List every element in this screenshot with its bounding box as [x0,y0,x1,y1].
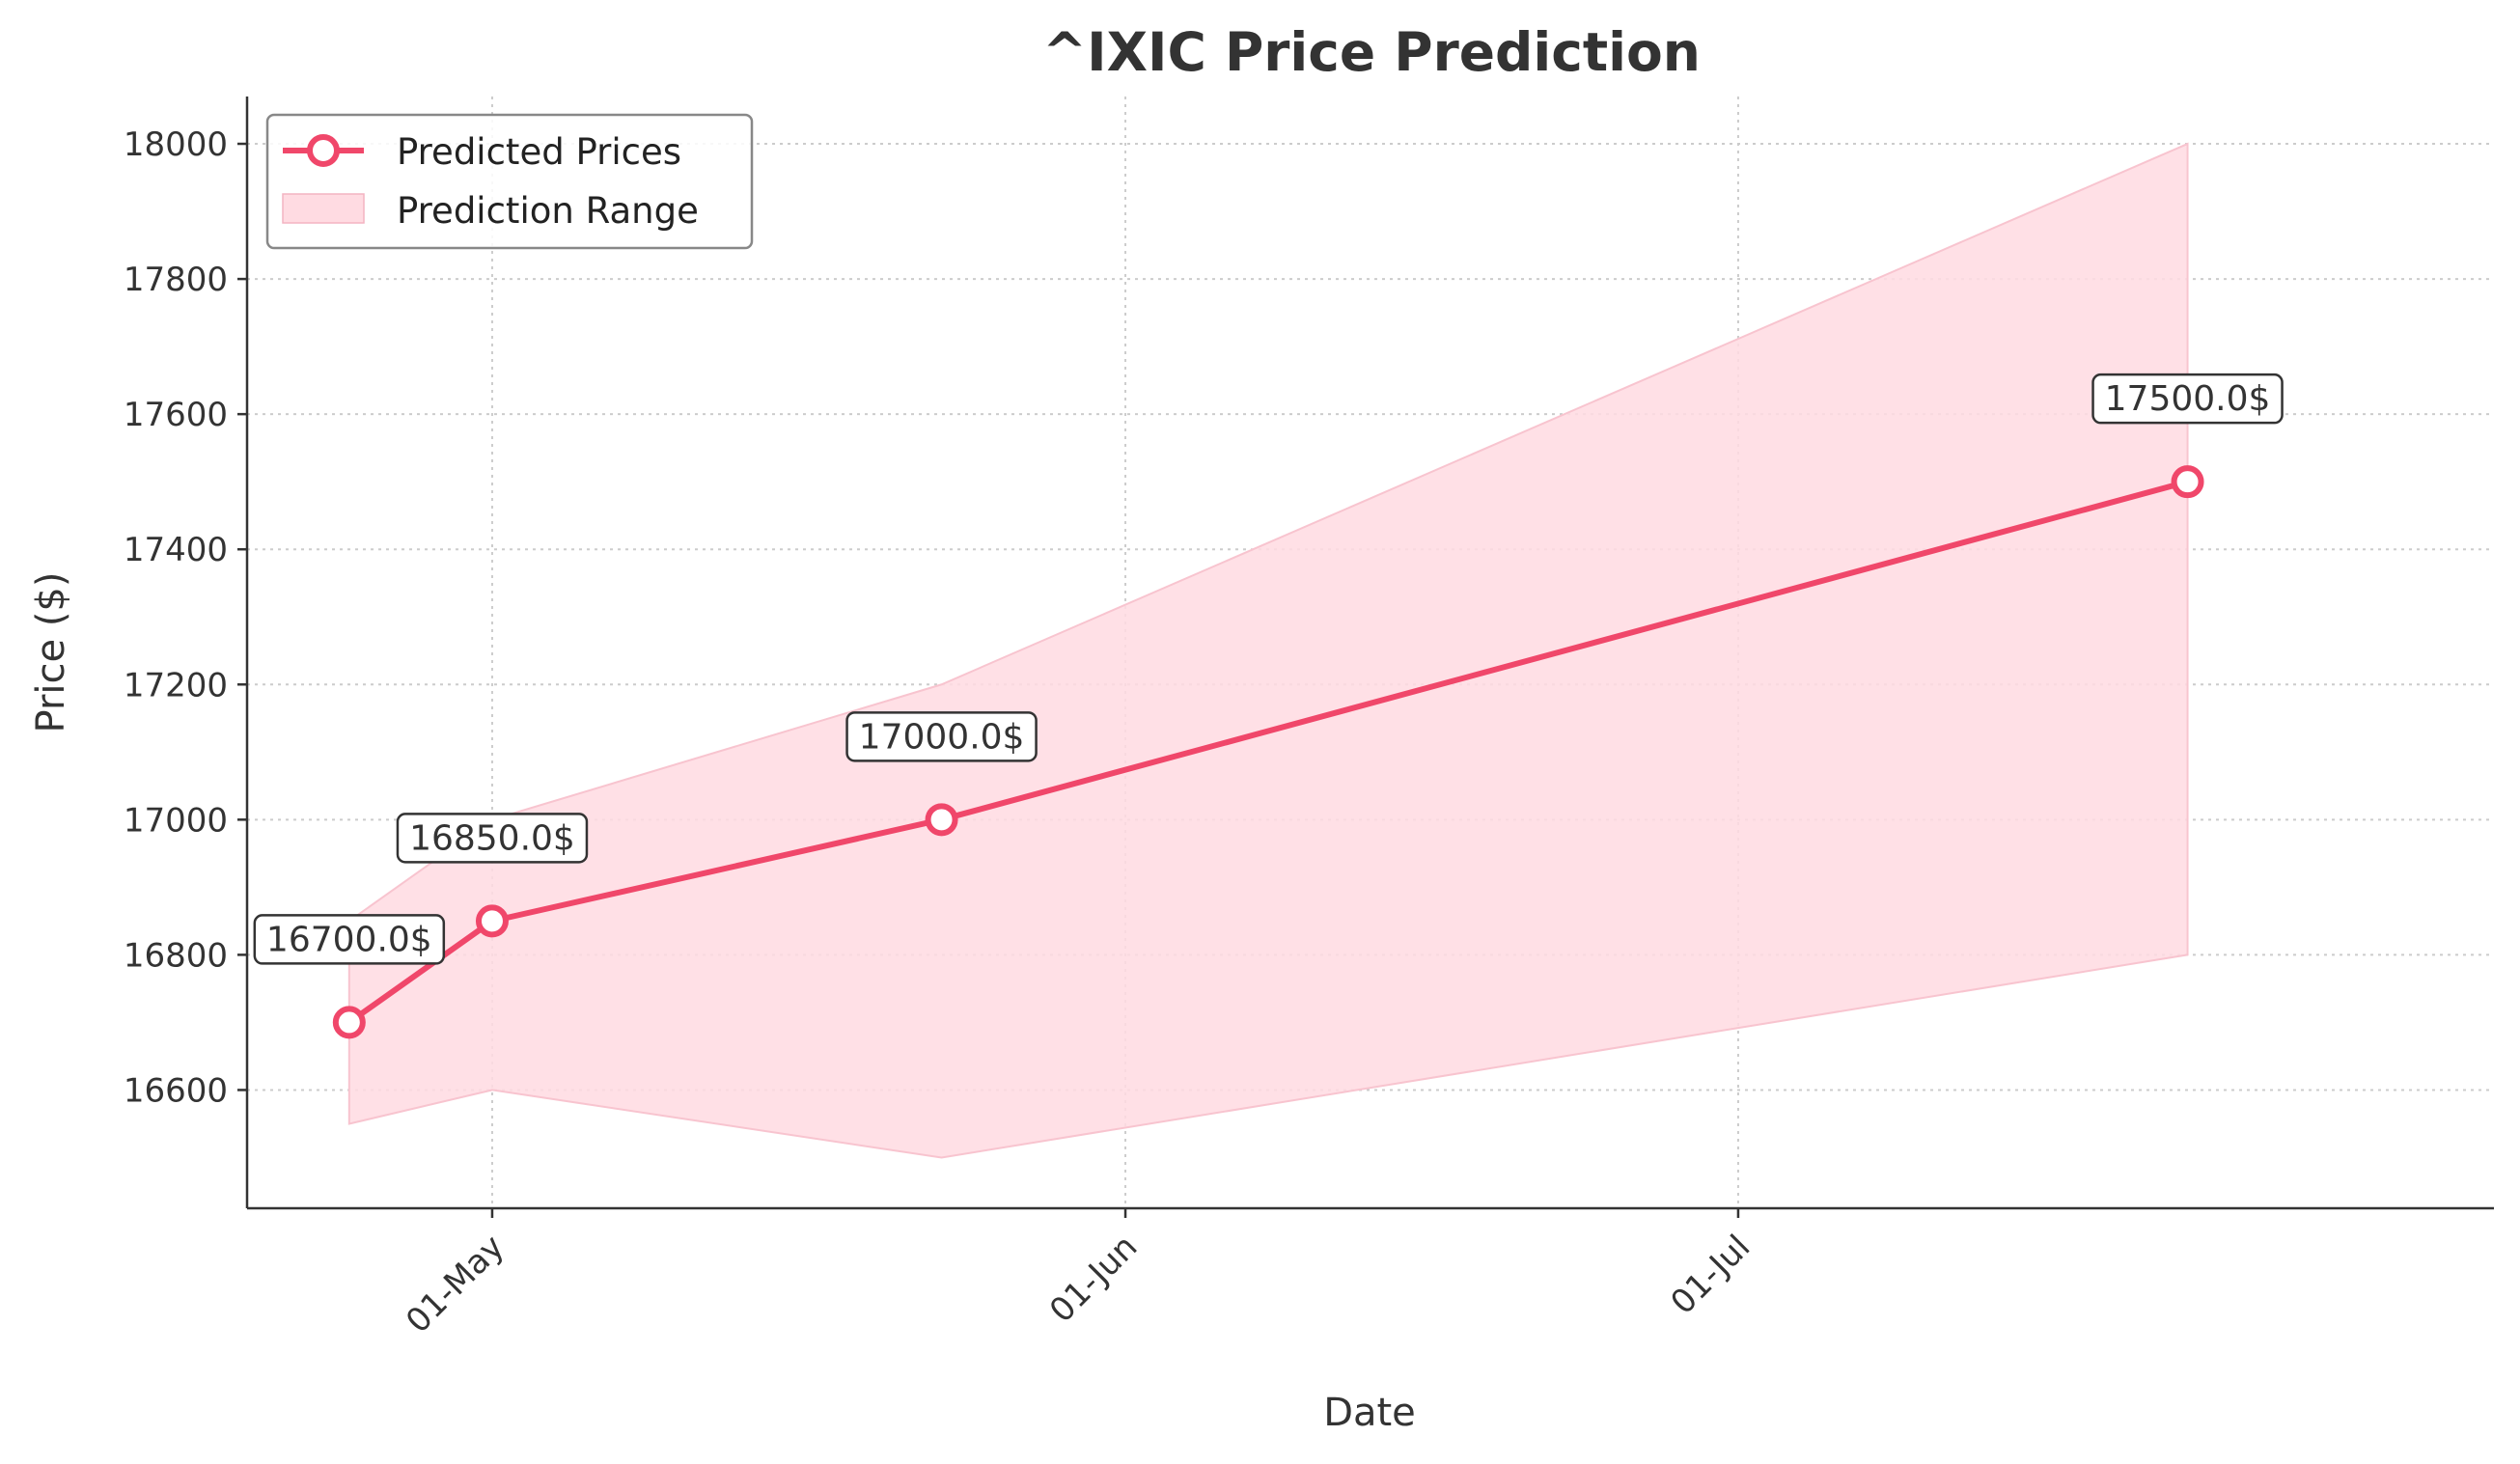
y-tick-label: 17600 [124,396,228,434]
data-label: 16850.0$ [396,813,589,864]
data-label: 16700.0$ [253,914,446,965]
legend-box [265,113,754,250]
data-label-box [253,914,446,965]
legend-range-swatch [282,193,365,224]
data-label-text: 17500.0$ [2105,379,2271,419]
y-tick-label: 17000 [124,801,228,840]
y-ticks: 16600 16800 17000 17200 17400 17600 17800 18000 [124,125,247,1110]
legend-marker-swatch [307,134,340,167]
data-point [332,1006,366,1039]
data-label: 17500.0$ [2091,373,2284,425]
axes [245,97,2494,1210]
legend: Predicted Prices Prediction Range [265,113,754,250]
data-point [925,803,958,837]
prediction-range-area [347,142,2189,1159]
y-tick-label: 18000 [124,125,228,164]
chart-title: ^IXIC Price Prediction [1042,21,1701,83]
legend-label-prediction-range: Prediction Range [397,190,699,232]
data-label-box [845,711,1038,762]
x-axis-label: Date [1323,1391,1416,1435]
data-point [475,904,509,938]
predicted-prices-points [332,465,2204,1039]
data-label: 17000.0$ [845,711,1038,762]
predicted-prices-polyline [347,479,2189,1025]
prediction-range-band [347,142,2189,1159]
data-label-text: 16700.0$ [266,920,432,959]
data-label-box [396,813,589,864]
data-labels: 16700.0$ 16850.0$ 17000.0$ 17500.0$ [253,373,2284,965]
data-label-box [2091,373,2284,425]
y-tick-label: 17800 [124,261,228,299]
y-tick-label: 16800 [124,936,228,975]
data-point [2171,465,2204,499]
y-tick-label: 17200 [124,666,228,704]
data-label-text: 16850.0$ [409,818,575,858]
legend-label-predicted-prices: Predicted Prices [397,131,681,173]
y-tick-label: 16600 [124,1071,228,1110]
predicted-prices-line [347,479,2189,1025]
y-tick-label: 17400 [124,531,228,569]
data-label-text: 17000.0$ [859,717,1025,757]
y-axis-label: Price ($) [29,572,73,733]
